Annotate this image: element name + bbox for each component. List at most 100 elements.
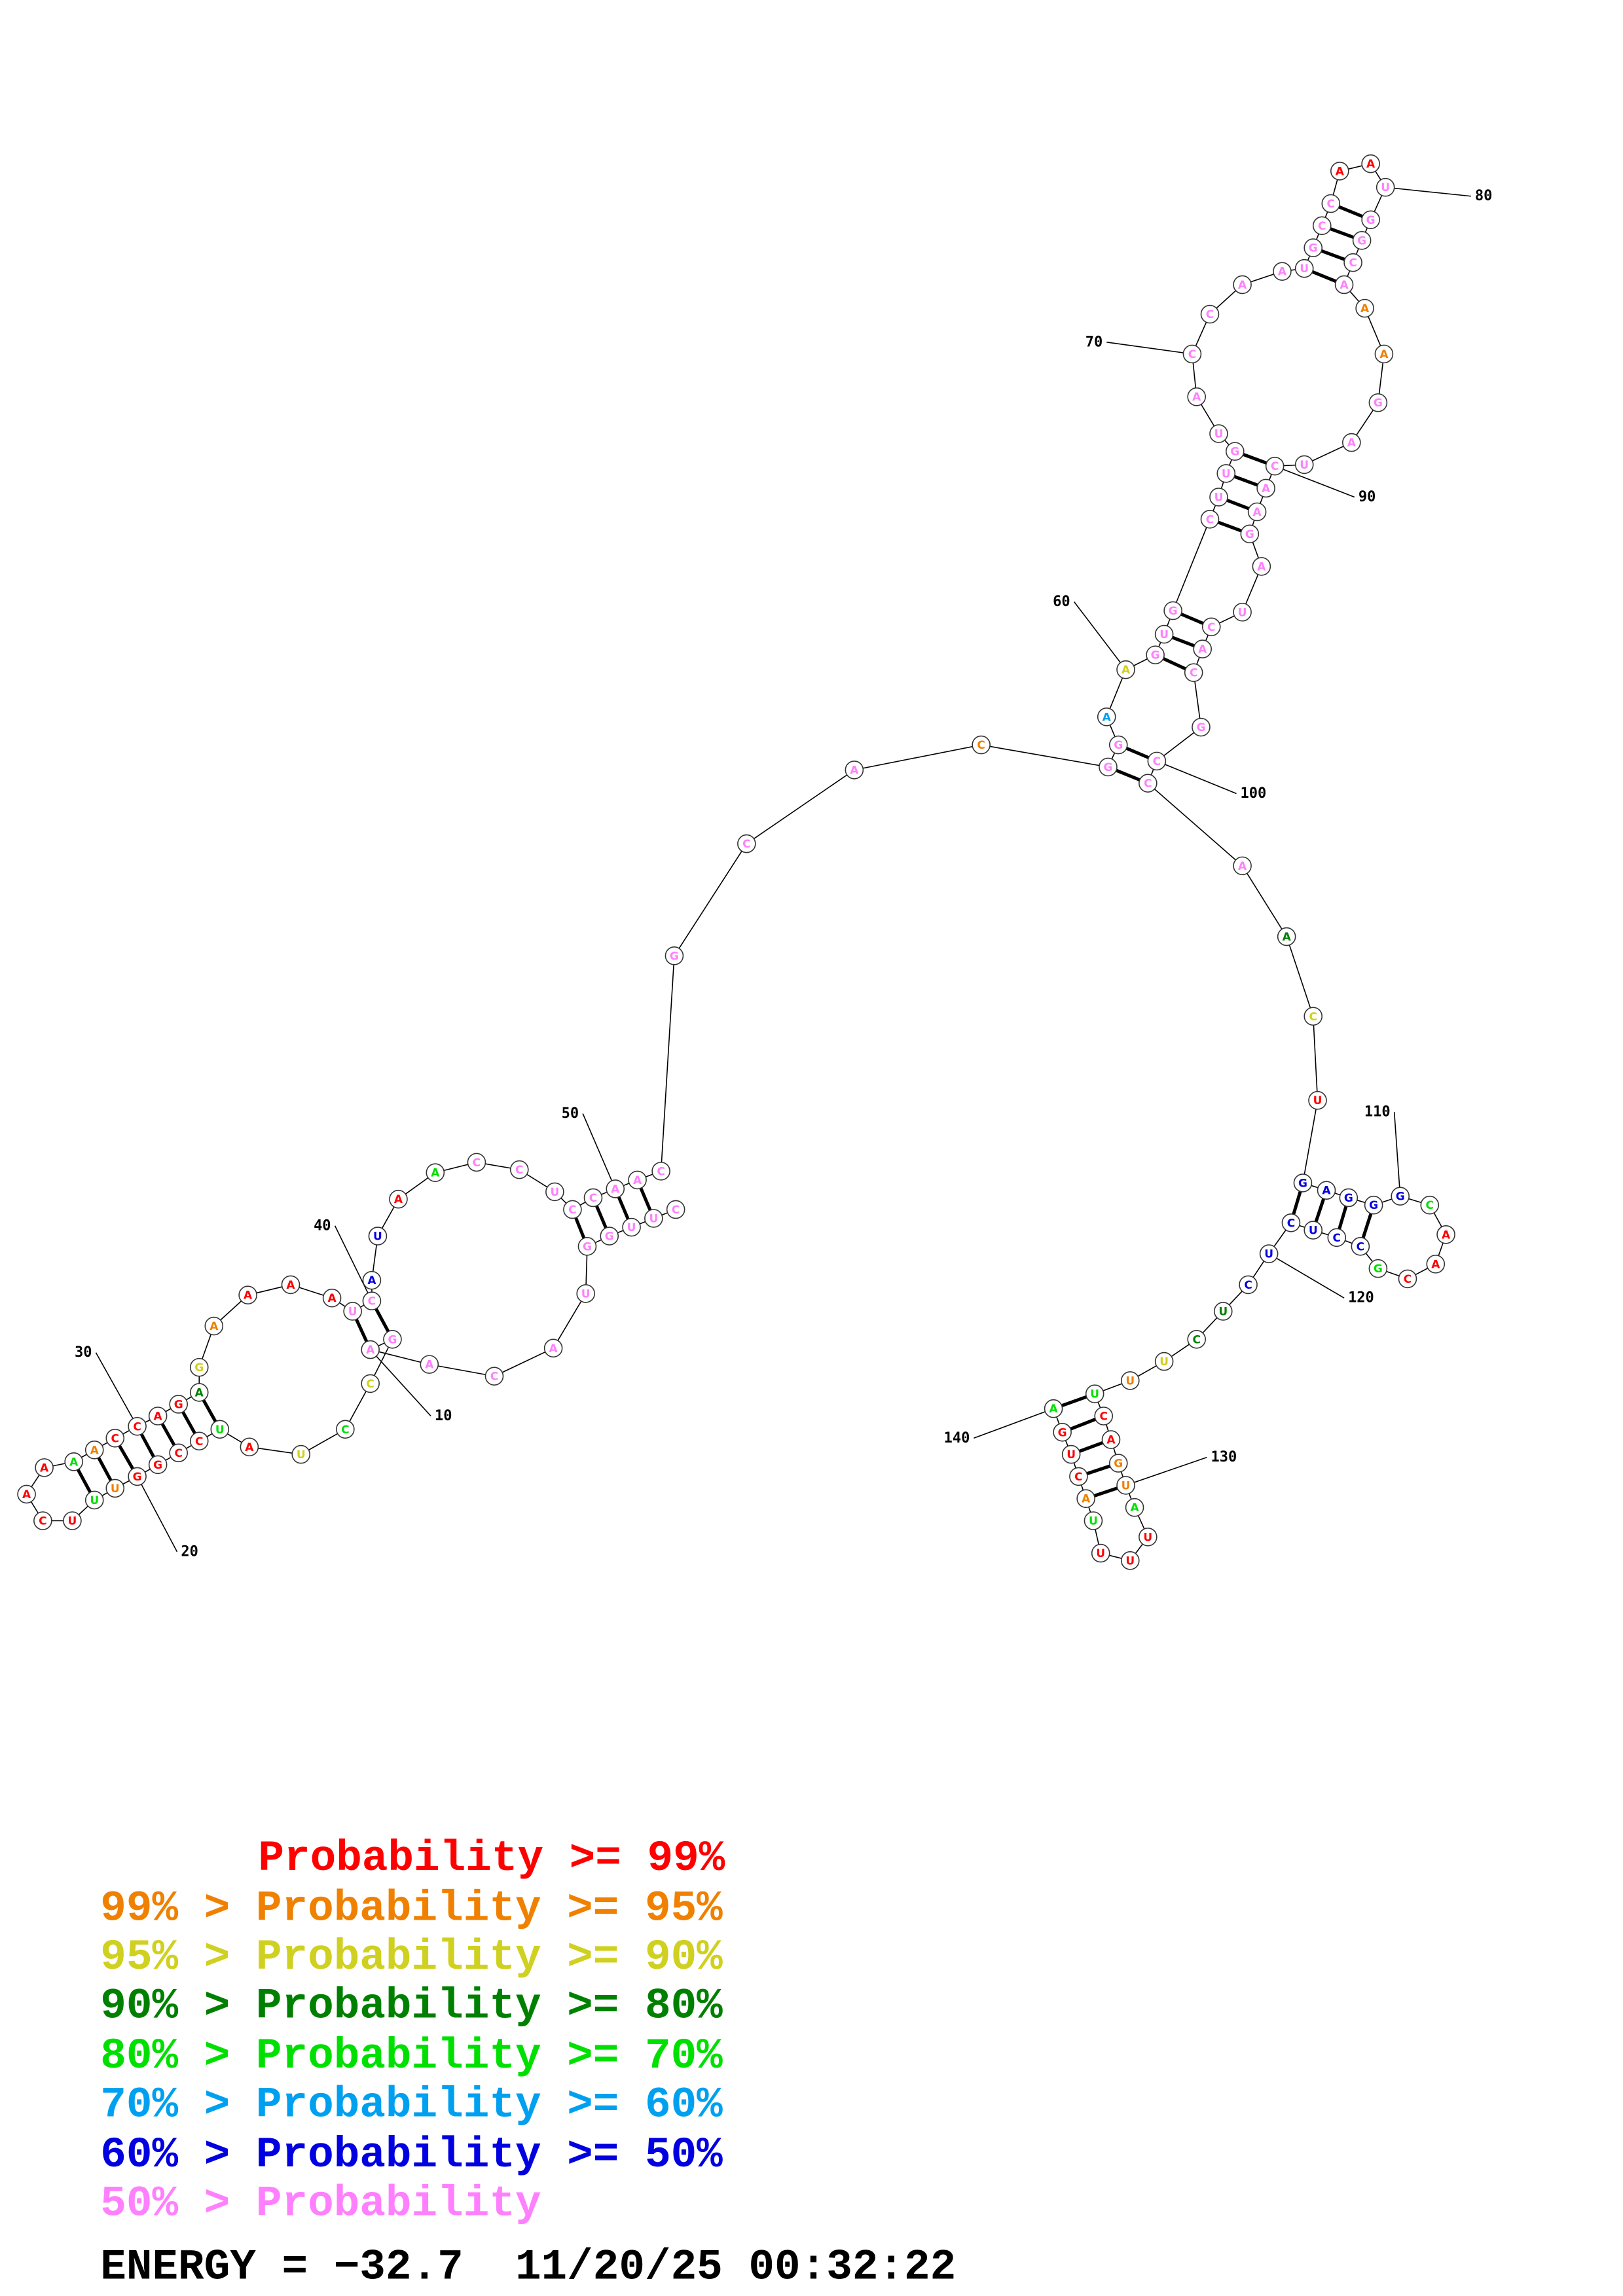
nucleotide-circle (1085, 1384, 1104, 1403)
nucleotide-base: G (1369, 1199, 1378, 1212)
nucleotide-circle (1361, 210, 1380, 230)
nucleotide-base: G (174, 1398, 183, 1411)
position-label: 60 (1053, 594, 1070, 610)
nucleotide-circle (1233, 275, 1252, 295)
backbone-link (494, 1348, 554, 1377)
nucleotide-base: G (194, 1361, 204, 1374)
nucleotide-circle (509, 1160, 529, 1179)
nucleotide-base: U (1300, 459, 1309, 472)
nucleotide-base: A (245, 1441, 254, 1454)
position-label: 40 (314, 1217, 331, 1234)
nucleotide-circle (467, 1153, 486, 1172)
nucleotide-circle (148, 1407, 168, 1426)
nucleotide-circle (1308, 1090, 1327, 1110)
nucleotide-circle (420, 1355, 439, 1374)
nucleotide-circle (576, 1284, 595, 1303)
nucleotide-base: A (611, 1183, 620, 1196)
nucleotide-base: C (1207, 621, 1215, 634)
nucleotide-circle (426, 1163, 445, 1182)
nucleotide-base: A (1130, 1501, 1139, 1515)
nucleotide-circle (1091, 1543, 1110, 1563)
nucleotide-base: G (1357, 234, 1366, 247)
nucleotide-circle (1374, 344, 1394, 364)
nucleotide-circle (1225, 442, 1245, 461)
nucleotide-circle (1163, 601, 1182, 620)
nucleotide-circle (189, 1431, 209, 1451)
nucleotide-base: A (1347, 437, 1357, 450)
nucleotide-base: C (133, 1420, 141, 1433)
legend-entry: 60% > Probability >= 50% (100, 2130, 723, 2179)
nucleotide-base: C (1153, 755, 1161, 768)
nucleotide-circle (1061, 1444, 1081, 1464)
nucleotide-circle (1209, 424, 1228, 443)
nucleotide-circle (1252, 557, 1271, 576)
nucleotide-base: C (366, 1378, 374, 1391)
nucleotide-circle (1147, 751, 1167, 771)
nucleotide-circle (281, 1275, 301, 1295)
nucleotide-base: U (627, 1221, 636, 1234)
nucleotide-circle (1209, 488, 1228, 507)
nucleotide-circle (1182, 344, 1202, 364)
nucleotide-base: G (1298, 1177, 1307, 1190)
nucleotide-circle (361, 1340, 380, 1359)
nucleotide-circle (1154, 1352, 1174, 1371)
position-label: 110 (1364, 1104, 1391, 1121)
nucleotide-base: U (1218, 1305, 1228, 1318)
nucleotide-base: U (1143, 1531, 1152, 1544)
nucleotide-base: U (1125, 1554, 1135, 1568)
nucleotide-base: A (1192, 391, 1201, 404)
nucleotide-base: U (90, 1494, 99, 1507)
legend-entry: 99% > Probability >= 95% (100, 1884, 723, 1933)
nucleotide-circle (1069, 1467, 1088, 1486)
nucleotide-circle (1330, 162, 1349, 181)
position-leader (1393, 1112, 1401, 1196)
nucleotide-circle (1273, 262, 1292, 281)
nucleotide-base: A (1198, 643, 1207, 656)
nucleotide-base: U (1264, 1248, 1273, 1261)
nucleotide-base: U (1222, 467, 1231, 480)
nucleotide-base: A (850, 764, 859, 777)
nucleotide-base: U (1122, 1479, 1131, 1492)
nucleotide-base: A (1257, 560, 1266, 573)
nucleotide-base: G (1245, 528, 1254, 541)
nucleotide-base: C (1333, 1232, 1341, 1245)
legend-entry: 80% > Probability >= 70% (100, 2032, 723, 2081)
position-label: 80 (1475, 188, 1493, 204)
nucleotide-base: C (1349, 257, 1357, 270)
nucleotide-base: C (1188, 348, 1196, 361)
nucleotide-circle (651, 1162, 670, 1181)
nucleotide-base: A (1262, 482, 1271, 495)
nucleotide-base: G (133, 1471, 142, 1484)
nucleotide-base: C (1271, 460, 1279, 473)
nucleotide-circle (1213, 1302, 1233, 1321)
nucleotide-base: U (581, 1287, 591, 1300)
backbone-link (1241, 865, 1287, 937)
nucleotide-base: A (1278, 266, 1287, 279)
nucleotide-circle (1368, 1259, 1388, 1278)
nucleotide-base: A (1103, 711, 1112, 724)
nucleotide-circle (1240, 524, 1260, 544)
nucleotide-circle (1044, 1399, 1063, 1418)
nucleotide-base: A (633, 1174, 642, 1187)
nucleotide-circle (1352, 231, 1372, 250)
nucleotide-circle (1281, 1213, 1301, 1232)
nucleotide-circle (1200, 304, 1220, 324)
position-label: 140 (944, 1430, 970, 1446)
legend-entry: 70% > Probability >= 60% (100, 2080, 723, 2129)
nucleotide-base: A (244, 1289, 253, 1302)
position-leader (1125, 1456, 1207, 1486)
nucleotide-base: C (1426, 1199, 1434, 1212)
nucleotide-circle (1312, 216, 1332, 236)
nucleotide-base: U (1300, 262, 1309, 276)
nucleotide-base: G (1151, 649, 1160, 662)
nucleotide-base: A (1379, 348, 1389, 361)
nucleotide-base: A (1082, 1493, 1091, 1506)
nucleotide-base: C (490, 1371, 498, 1384)
nucleotide-circle (1317, 1181, 1336, 1200)
nucleotide-base: U (215, 1424, 225, 1437)
position-leader (1274, 465, 1355, 498)
nucleotide-base: A (1366, 158, 1376, 171)
nucleotide-circle (972, 735, 991, 755)
nucleotide-base: G (153, 1459, 162, 1472)
nucleotide-base: G (1114, 1458, 1123, 1471)
